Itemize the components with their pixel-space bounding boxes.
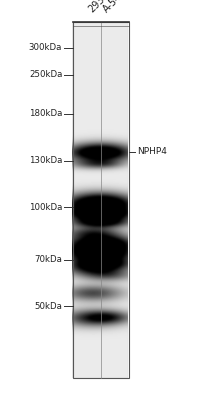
- Text: 70kDa: 70kDa: [34, 255, 62, 264]
- Bar: [73, 22, 129, 378]
- Text: 300kDa: 300kDa: [29, 44, 62, 52]
- Text: NPHP4: NPHP4: [137, 148, 167, 156]
- Text: 100kDa: 100kDa: [29, 203, 62, 212]
- Text: 50kDa: 50kDa: [34, 302, 62, 310]
- Text: 130kDa: 130kDa: [29, 156, 62, 165]
- Text: 250kDa: 250kDa: [29, 70, 62, 79]
- Text: A-549: A-549: [101, 0, 128, 14]
- Text: 180kDa: 180kDa: [29, 109, 62, 118]
- Text: 293T: 293T: [87, 0, 111, 14]
